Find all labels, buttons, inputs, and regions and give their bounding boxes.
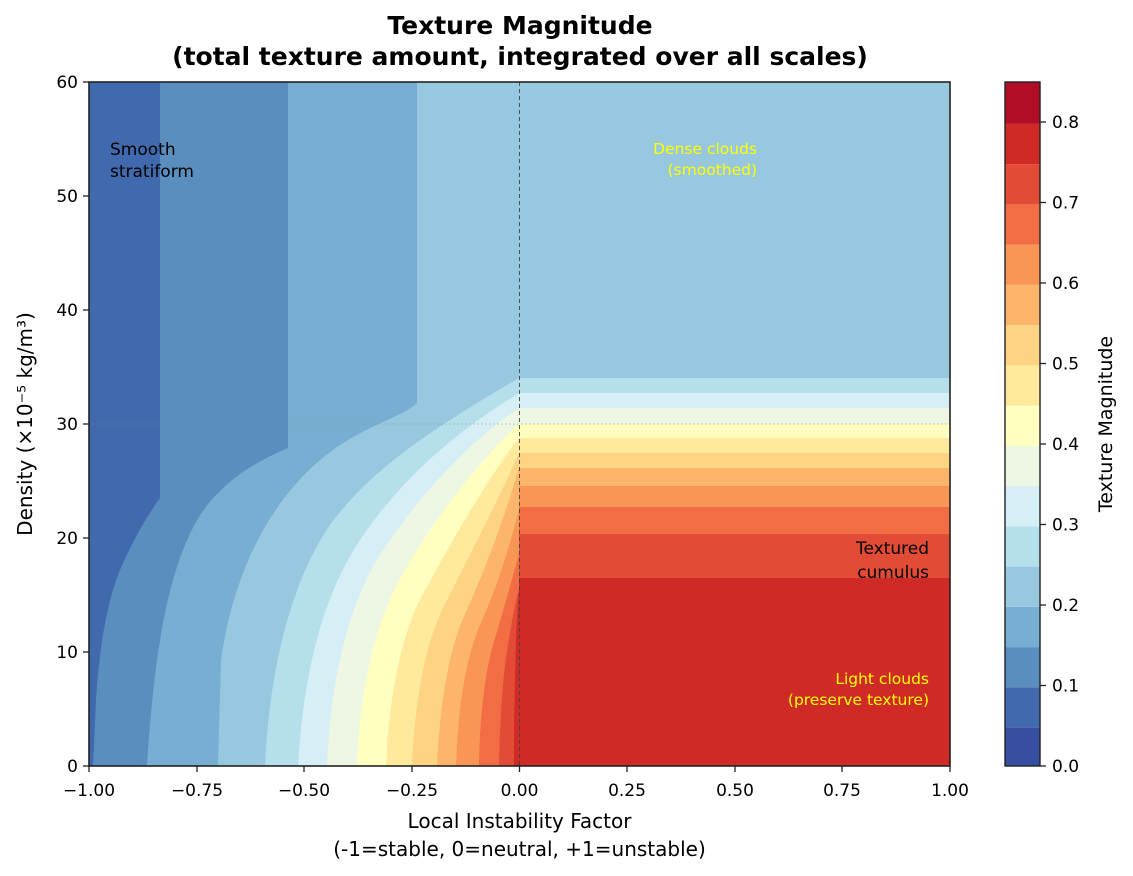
x-tick-label: 0.25: [608, 781, 646, 801]
y-tick-label: 60: [56, 73, 78, 93]
colorbar-tick-label: 0.4: [1052, 435, 1079, 455]
annotation-dense-line1: Dense clouds: [653, 140, 757, 158]
y-tick-label: 40: [56, 301, 78, 321]
colorbar-tick-label: 0.8: [1052, 113, 1079, 133]
y-tick-label: 30: [56, 415, 78, 435]
y-tick-label: 20: [56, 529, 78, 549]
colorbar-tick-label: 0.6: [1052, 274, 1079, 294]
colorbar-tick-label: 0.1: [1052, 677, 1079, 697]
chart-title: Texture Magnitude (total texture amount,…: [0, 10, 1040, 72]
x-tick-label: 0.00: [501, 781, 539, 801]
colorbar-tick-label: 0.3: [1052, 516, 1079, 536]
x-axis: [88, 766, 951, 772]
x-tick-label: 0.75: [823, 781, 861, 801]
colorbar-tick-label: 0.0: [1052, 757, 1079, 777]
annotation-light-line2: (preserve texture): [788, 691, 929, 709]
annotation-textured-line1: Textured: [855, 539, 929, 559]
colorbar-tick-label: 0.5: [1052, 355, 1079, 375]
x-tick-label: −0.75: [171, 781, 223, 801]
x-tick-label: −0.25: [386, 781, 438, 801]
y-tick-label: 0: [67, 757, 78, 777]
colorbar-ticks: [1040, 121, 1046, 767]
x-tick-label: −1.00: [63, 781, 115, 801]
title-subtitle: (total texture amount, integrated over a…: [172, 42, 868, 71]
annotation-smooth-line2: stratiform: [110, 162, 194, 182]
title-main: Texture Magnitude: [387, 11, 653, 40]
contour-plot-area: [89, 82, 950, 766]
x-tick-label: −0.50: [278, 781, 330, 801]
x-tick-label: 1.00: [931, 781, 969, 801]
colorbar-tick-label: 0.2: [1052, 596, 1079, 616]
y-tick-label: 10: [56, 643, 78, 663]
band-0.75: [514, 578, 950, 766]
x-axis-sublabel: (-1=stable, 0=neutral, +1=unstable): [333, 837, 706, 861]
annotation-textured-line2: cumulus: [857, 563, 929, 583]
x-axis-label: Local Instability Factor: [408, 809, 633, 833]
annotation-smooth-line1: Smooth: [110, 140, 176, 160]
colorbar-label: Texture Magnitude: [1095, 336, 1117, 513]
colorbar: [1004, 81, 1041, 767]
colorbar-tick-label: 0.7: [1052, 194, 1079, 214]
y-axis-label: Density (×10⁻⁵ kg/m³): [13, 312, 37, 536]
annotation-light-line1: Light clouds: [835, 670, 929, 688]
x-tick-label: 0.50: [716, 781, 754, 801]
annotation-dense-line2: (smoothed): [667, 161, 757, 179]
y-axis: [83, 81, 89, 767]
y-tick-label: 50: [56, 187, 78, 207]
